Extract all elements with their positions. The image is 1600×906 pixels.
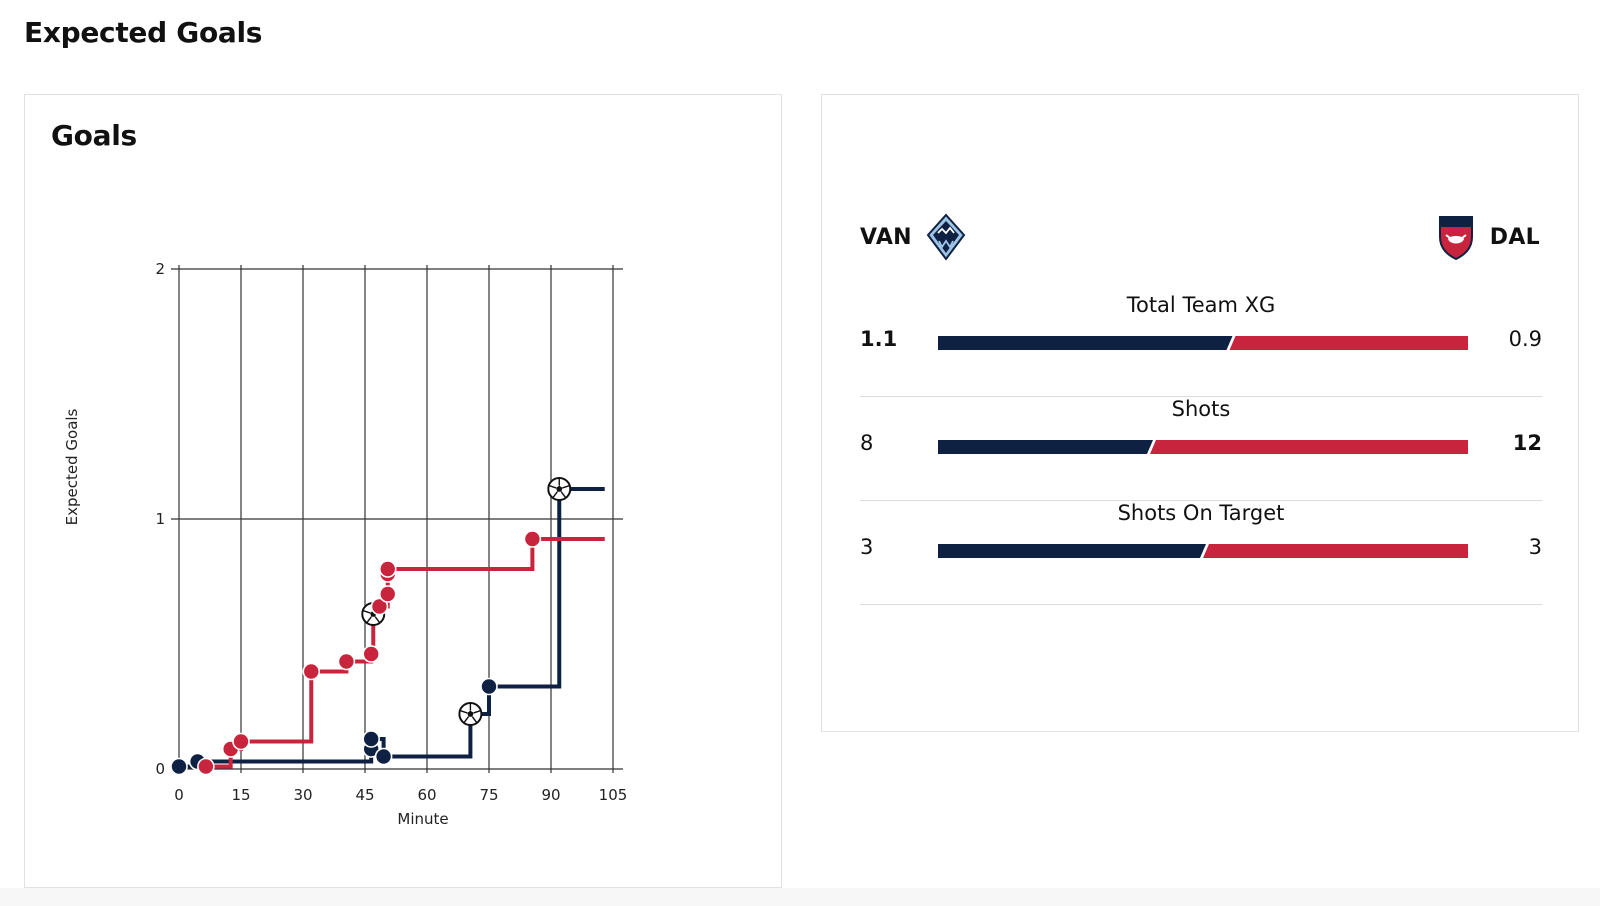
- away-team: DAL: [1436, 213, 1540, 261]
- x-axis-label: Minute: [397, 810, 448, 828]
- shot-marker[interactable]: [378, 585, 397, 603]
- stat-row-shots-on-target: Shots On Target 3 3: [860, 501, 1542, 605]
- step-line-van: [177, 487, 605, 769]
- shot-marker[interactable]: [480, 677, 498, 696]
- shot-marker[interactable]: [197, 757, 215, 776]
- stat-bar: [938, 544, 1468, 558]
- stat-label: Shots On Target: [1117, 501, 1285, 525]
- x-tick-label: 60: [417, 786, 436, 804]
- stat-row-shots: Shots 8 12: [860, 397, 1542, 501]
- stat-label: Total Team XG: [1126, 293, 1276, 317]
- home-bar-segment: [938, 440, 1153, 454]
- shot-marker[interactable]: [523, 530, 542, 548]
- chart-card-title: Goals: [51, 119, 137, 152]
- away-bar-segment: [1229, 336, 1468, 350]
- goal-marker[interactable]: [458, 702, 483, 726]
- xg-chart-card: Goals 0 15 30 45 60 75 90 105 0 1 2 Minute Expecte…: [24, 94, 782, 888]
- tick-labels: 0 15 30 45 60 75 90 105 0 1 2: [155, 260, 627, 804]
- fc-dallas-logo-icon: [1438, 216, 1473, 261]
- x-tick-label: 105: [599, 786, 628, 804]
- shot-marker[interactable]: [232, 732, 250, 751]
- step-line-dal: [203, 537, 605, 769]
- shot-marker[interactable]: [362, 730, 381, 748]
- home-stat-value: 1.1: [860, 327, 898, 351]
- away-stat-value: 12: [1512, 431, 1542, 455]
- series-dal: [197, 530, 605, 776]
- page-title: Expected Goals: [24, 16, 263, 49]
- x-tick-label: 45: [355, 786, 374, 804]
- y-axis-label: Expected Goals: [63, 408, 81, 525]
- xg-step-chart: 0 15 30 45 60 75 90 105 0 1 2 Minute Expected Goal…: [63, 260, 627, 828]
- away-team-abbr: DAL: [1489, 224, 1540, 250]
- home-team-abbr: VAN: [860, 224, 912, 250]
- stat-label: Shots: [1171, 397, 1231, 421]
- shot-marker[interactable]: [374, 747, 393, 766]
- stat-bar: [938, 336, 1468, 350]
- home-bar-segment: [938, 544, 1206, 558]
- home-bar-segment: [938, 336, 1233, 350]
- x-tick-label: 90: [541, 786, 560, 804]
- shot-marker[interactable]: [378, 560, 397, 578]
- stat-row-total-team-xg: Total Team XG 1.1 0.9: [860, 293, 1542, 397]
- shot-marker[interactable]: [337, 652, 356, 671]
- x-tick-label: 30: [293, 786, 312, 804]
- series-layer: [170, 477, 605, 776]
- away-bar-segment: [1203, 544, 1468, 558]
- shot-marker[interactable]: [170, 757, 188, 776]
- y-tick-label: 2: [155, 260, 165, 278]
- y-tick-label: 0: [155, 760, 165, 778]
- shot-marker[interactable]: [370, 597, 389, 616]
- x-tick-label: 0: [174, 786, 184, 804]
- home-stat-value: 3: [860, 535, 874, 559]
- home-stat-value: 8: [860, 431, 874, 455]
- away-stat-value: 0.9: [1508, 327, 1542, 351]
- x-tick-label: 15: [231, 786, 250, 804]
- shot-marker[interactable]: [362, 645, 381, 663]
- team-comparison-card: VAN DAL Total Team XG 1.1 0.9 Shots 8 12…: [821, 94, 1579, 732]
- grid-layer: [171, 265, 623, 773]
- whitecaps-logo-icon: [926, 213, 966, 261]
- home-team: VAN: [860, 213, 966, 261]
- shot-marker[interactable]: [302, 662, 321, 681]
- goal-marker[interactable]: [547, 477, 572, 501]
- away-bar-segment: [1150, 440, 1468, 454]
- stat-bar: [938, 440, 1468, 454]
- series-van: [170, 477, 605, 776]
- away-stat-value: 3: [1528, 535, 1542, 559]
- y-tick-label: 1: [155, 510, 165, 528]
- x-tick-label: 75: [479, 786, 498, 804]
